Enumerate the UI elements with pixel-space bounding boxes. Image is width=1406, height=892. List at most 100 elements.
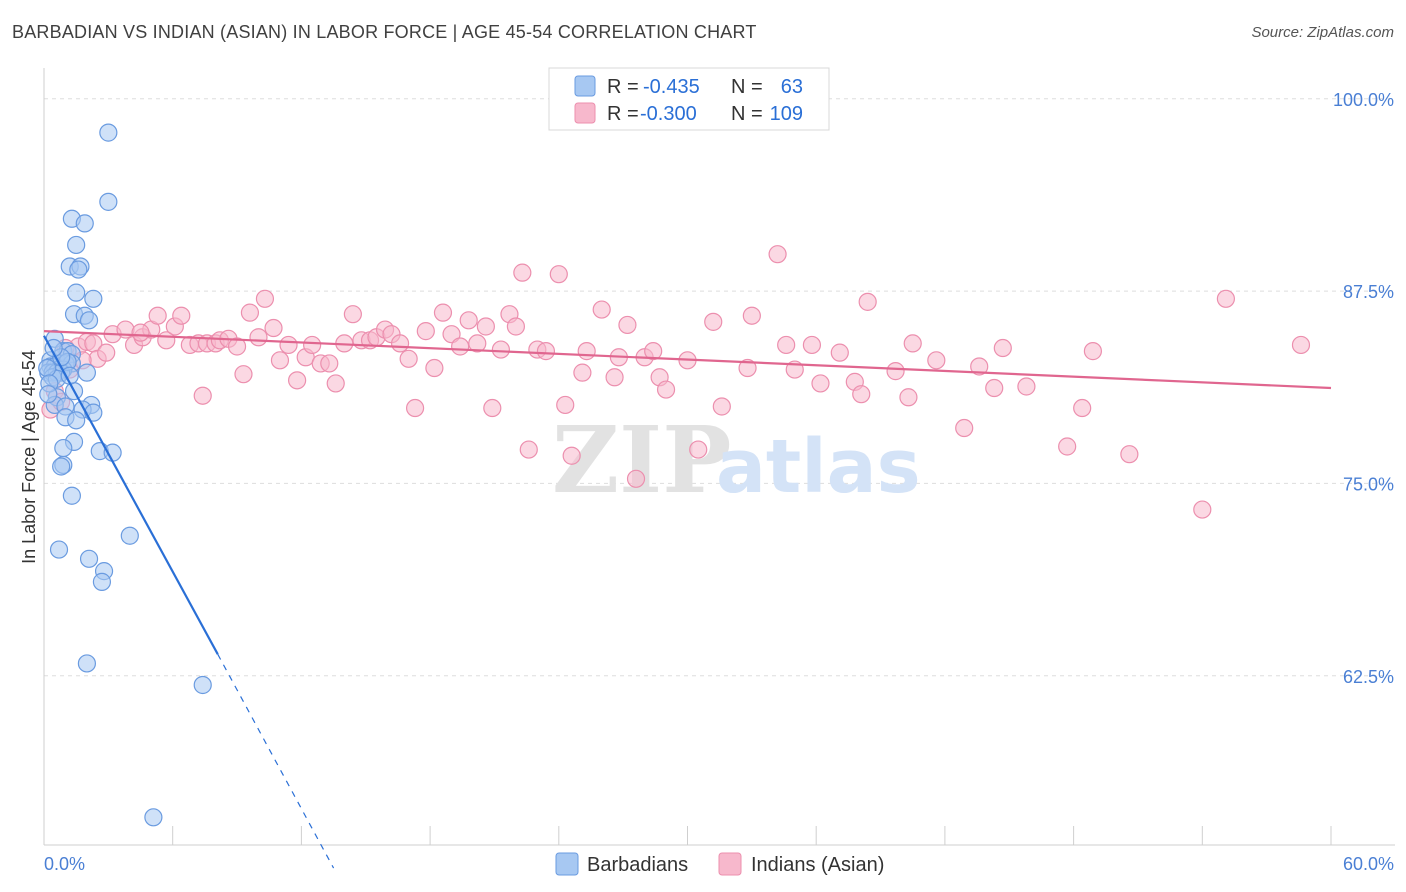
indians-asian-point [689, 440, 708, 459]
indians-asian-point [626, 469, 646, 488]
indians-asian-point [343, 305, 362, 324]
indians-asian-point [955, 418, 974, 438]
indians-asian-point [193, 386, 212, 405]
legend-n-value-indians-asian: 109 [770, 103, 803, 125]
barbadians-trend-line [43, 335, 219, 655]
indians-asian-point [1291, 335, 1311, 355]
indians-asian-point [279, 335, 298, 355]
indians-asian-point [712, 397, 731, 416]
series-legend-swatch-indians-asian [718, 852, 742, 876]
series-legend-label-barbadians: Barbadians [587, 854, 688, 876]
barbadians-point [77, 654, 97, 673]
indians-asian-point [605, 368, 624, 387]
y-tick-label: 87.5% [1343, 282, 1394, 302]
x-ticks [172, 826, 1332, 845]
indians-asian-point [556, 395, 575, 415]
barbadians-point [84, 403, 103, 422]
chart-title: BARBADIAN VS INDIAN (ASIAN) IN LABOR FOR… [12, 22, 757, 42]
barbadians-point [39, 385, 58, 404]
legend-r-label: R = [607, 76, 639, 98]
indians-asian-point [131, 323, 150, 342]
indians-asian-point [1017, 377, 1036, 396]
series-legend-label-indians-asian: Indians (Asian) [751, 854, 884, 876]
indians-asian-point [899, 388, 918, 407]
barbadians-point [62, 486, 81, 505]
x-tick-label-max: 60.0% [1343, 854, 1394, 874]
indians-asian-point [592, 300, 611, 319]
indians-asian-point [172, 306, 191, 325]
indians-asian-point [704, 312, 723, 331]
indians-asian-point [405, 398, 425, 418]
barbadians-point [79, 311, 99, 330]
indians-asian-point [513, 263, 532, 282]
legend-n-label: N = [731, 76, 763, 98]
series-legend: Barbadians Indians (Asian) [555, 852, 884, 876]
barbadians-trend-extension [217, 653, 335, 869]
indians-asian-point [858, 292, 877, 311]
indians-asian-point [742, 306, 761, 325]
barbadians-point [84, 289, 103, 308]
indians-asian-point [802, 335, 822, 355]
barbadians-point [38, 358, 57, 378]
indians-asian-point [288, 371, 307, 390]
barbadians-points [38, 123, 212, 827]
indians-asian-point [811, 374, 830, 393]
indians-asian-point [476, 317, 495, 336]
indians-asian-trend-line [43, 330, 1332, 390]
legend-swatch-indians-asian [574, 102, 596, 124]
indians-asian-point [970, 357, 989, 376]
indians-asian-point [249, 328, 268, 347]
indians-asian-point [577, 342, 596, 361]
indians-asian-point [416, 322, 435, 341]
legend-r-label: R = [607, 103, 639, 125]
indians-asian-point [433, 303, 453, 322]
barbadians-point [92, 572, 112, 591]
x-tick-label-min: 0.0% [44, 854, 85, 874]
watermark: ZIP atlas [552, 406, 921, 514]
barbadians-point [144, 808, 163, 827]
watermark-zip: ZIP [552, 406, 731, 514]
legend-r-value-barbadians: -0.435 [643, 76, 700, 98]
legend-n-label: N = [731, 103, 763, 125]
barbadians-point [54, 438, 73, 458]
indians-asian-point [303, 335, 322, 355]
indians-asian-point [320, 354, 339, 373]
indians-asian-point [491, 340, 510, 359]
barbadians-point [120, 526, 139, 545]
y-axis-title: In Labor Force | Age 45-54 [19, 350, 39, 564]
indians-asian-point [927, 351, 946, 370]
indians-asian-point [240, 303, 260, 322]
legend-r-value-indians-asian: -0.300 [640, 103, 697, 125]
indians-asian-point [830, 343, 849, 362]
indians-asian-point [390, 334, 410, 353]
barbadians-point [79, 549, 99, 568]
indians-asian-point [886, 362, 905, 381]
indians-asian-point [1216, 289, 1235, 308]
indians-asian-point [1058, 437, 1077, 456]
indians-asian-point [468, 334, 487, 353]
y-tick-label: 62.5% [1343, 667, 1394, 687]
indians-asian-point [255, 289, 275, 308]
watermark-atlas: atlas [716, 424, 921, 510]
indians-asian-point [985, 378, 1004, 398]
indians-asian-point [270, 351, 290, 370]
barbadians-point [99, 123, 118, 142]
y-tick-label: 100.0% [1333, 90, 1394, 110]
indians-asian-point [326, 374, 345, 393]
indians-asian-point [264, 318, 283, 338]
legend-swatch-barbadians [574, 75, 596, 97]
indians-asian-point [618, 315, 637, 335]
barbadians-point [67, 411, 86, 430]
indians-asian-point [549, 265, 568, 284]
indians-asian-point [459, 311, 478, 330]
indians-asian-point [1120, 445, 1139, 464]
indians-asian-point [97, 343, 116, 362]
barbadians-point [67, 283, 86, 302]
indians-asian-point [656, 380, 676, 399]
indians-asian-point [399, 349, 418, 368]
axes [43, 68, 1395, 846]
series-legend-swatch-barbadians [555, 852, 579, 876]
y-tick-labels: 62.5% 75.0% 87.5% 100.0% [1333, 90, 1394, 687]
indians-asian-point [738, 358, 757, 378]
